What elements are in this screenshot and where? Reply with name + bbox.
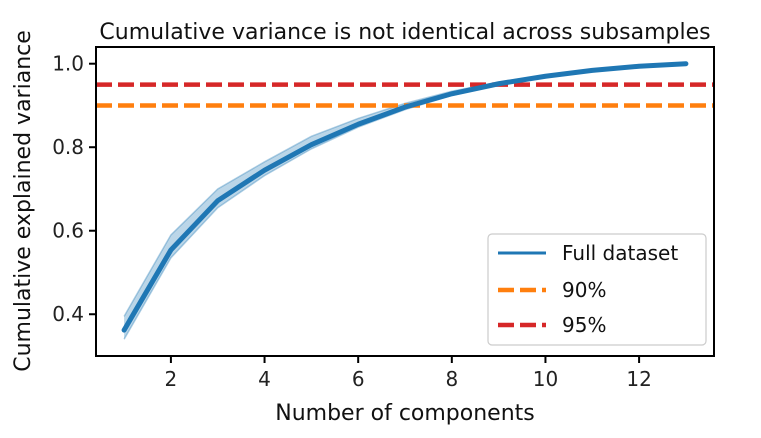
x-tick-label: 6 [352,367,365,391]
y-tick-label: 0.4 [52,302,84,326]
x-tick-label: 2 [165,367,178,391]
legend-label-95: 95% [562,313,606,337]
y-axis-label: Cumulative explained variance [11,30,36,372]
x-tick-label: 12 [626,367,651,391]
y-tick-label: 1.0 [52,52,84,76]
y-tick-label: 0.6 [52,219,84,243]
chart-title: Cumulative variance is not identical acr… [99,20,710,45]
y-tick-label: 0.8 [52,135,84,159]
legend-label-90: 90% [562,278,606,302]
series-line-full-dataset [121,61,689,333]
plot-area [96,61,714,340]
plot-frame [95,46,715,357]
x-tick-label: 10 [533,367,558,391]
legend: Full dataset 90% 95% [487,233,707,346]
x-tick-label: 4 [258,367,271,391]
y-axis-ticks: 0.4 0.6 0.8 1.0 [52,52,96,326]
x-axis-ticks: 2 4 6 8 10 12 [165,356,652,391]
x-axis-label: Number of components [275,401,535,426]
legend-box [487,233,707,346]
legend-label-full-dataset: Full dataset [562,241,678,265]
x-tick-label: 8 [445,367,458,391]
